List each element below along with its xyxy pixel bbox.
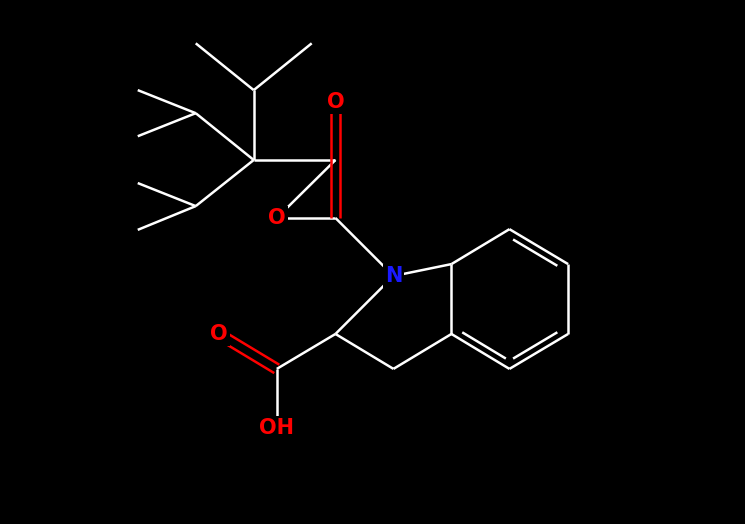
Text: N: N — [384, 266, 402, 286]
Text: OH: OH — [259, 418, 294, 438]
Text: O: O — [326, 92, 344, 112]
Text: O: O — [210, 324, 228, 344]
Text: O: O — [268, 208, 285, 228]
